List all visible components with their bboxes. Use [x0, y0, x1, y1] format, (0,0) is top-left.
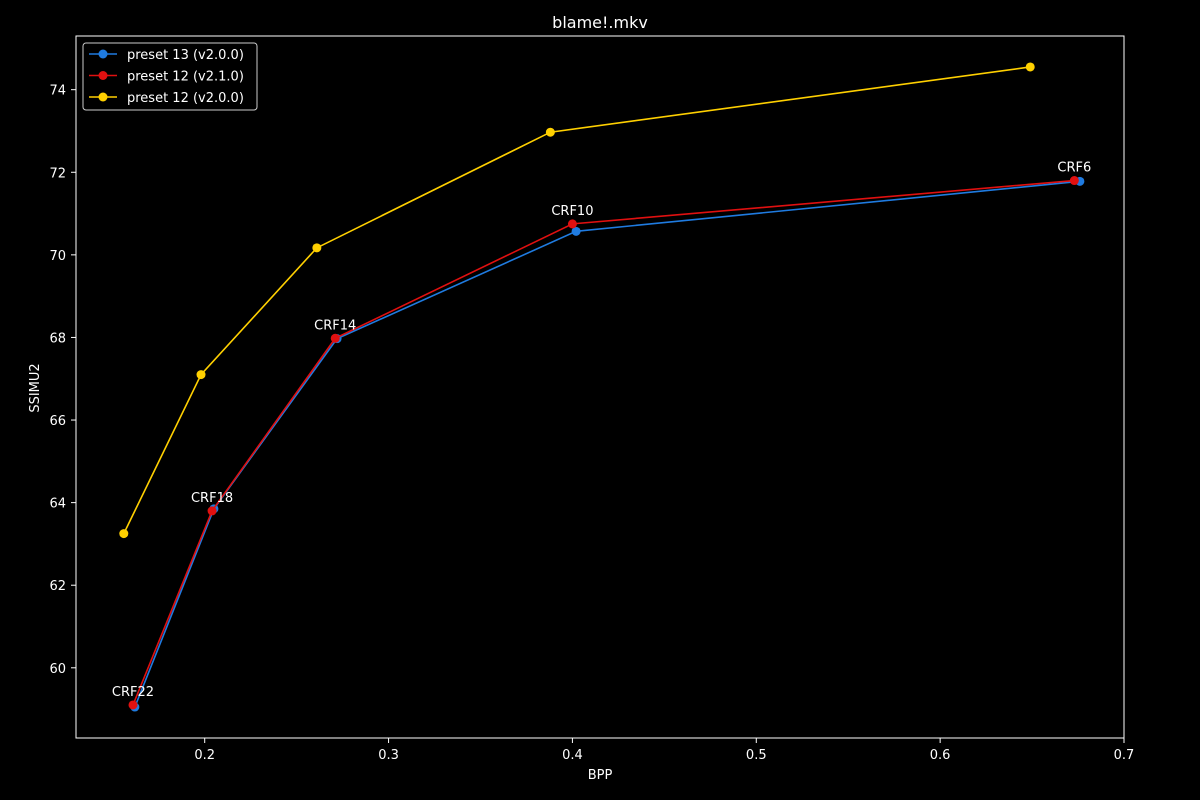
legend: preset 13 (v2.0.0) preset 12 (v2.1.0) pres…	[82, 42, 258, 111]
legend-label: preset 12 (v2.0.0)	[127, 91, 244, 106]
y-tick-label: 64	[49, 497, 66, 512]
point-annotation: CRF22	[112, 685, 154, 700]
point-annotation: CRF14	[314, 318, 356, 333]
x-tick-label: 0.2	[194, 748, 215, 763]
y-tick-label: 66	[49, 414, 66, 429]
y-axis-title: SSIMU2	[28, 363, 43, 412]
data-point	[545, 127, 555, 137]
chart-title: blame!.mkv	[552, 13, 648, 32]
y-axis: 60 62 64 66 68 70 72 74	[49, 84, 76, 677]
legend-swatch-marker	[98, 71, 108, 80]
y-tick-label: 60	[49, 662, 66, 677]
y-tick-label: 62	[49, 579, 66, 594]
point-annotation: CRF10	[551, 204, 593, 219]
x-tick-label: 0.6	[930, 748, 951, 763]
data-point	[571, 226, 581, 236]
data-point	[128, 700, 138, 710]
series-layer	[119, 62, 1085, 712]
y-tick-label: 70	[49, 249, 66, 264]
x-tick-label: 0.4	[562, 748, 583, 763]
data-point	[1025, 62, 1035, 72]
legend-box	[82, 42, 258, 111]
legend-swatch-marker	[98, 49, 108, 59]
x-tick-label: 0.3	[378, 748, 399, 763]
point-annotation: CRF6	[1057, 161, 1091, 176]
series-line	[123, 66, 1031, 534]
plot-area-frame	[75, 35, 1125, 739]
data-point	[1069, 176, 1079, 186]
x-axis: 0.2 0.3 0.4 0.5 0.6 0.7	[194, 738, 1134, 763]
legend-label: preset 13 (v2.0.0)	[127, 48, 244, 63]
legend-item: preset 13 (v2.0.0)	[89, 48, 244, 63]
y-tick-label: 72	[49, 166, 66, 181]
data-point	[312, 243, 322, 253]
legend-swatch-marker	[98, 92, 108, 102]
series-line	[134, 180, 1080, 708]
data-point	[207, 506, 217, 516]
legend-item: preset 12 (v2.1.0)	[89, 70, 244, 85]
data-point	[196, 370, 206, 380]
y-tick-label: 68	[49, 331, 66, 346]
legend-item: preset 12 (v2.0.0)	[89, 91, 244, 106]
series-1	[130, 176, 1085, 712]
data-point	[330, 333, 340, 343]
legend-label: preset 12 (v2.1.0)	[127, 70, 244, 85]
data-point	[119, 529, 129, 539]
point-annotation: CRF18	[191, 491, 233, 506]
x-axis-title: BPP	[588, 768, 613, 783]
series-3	[119, 62, 1035, 539]
data-point	[567, 219, 577, 229]
x-tick-label: 0.7	[1114, 748, 1135, 763]
y-tick-label: 74	[49, 84, 66, 99]
annotation-layer: CRF22 CRF18 CRF14 CRF10 CRF6	[112, 161, 1091, 700]
x-tick-label: 0.5	[746, 748, 767, 763]
series-2	[128, 176, 1079, 710]
series-line	[132, 179, 1075, 706]
